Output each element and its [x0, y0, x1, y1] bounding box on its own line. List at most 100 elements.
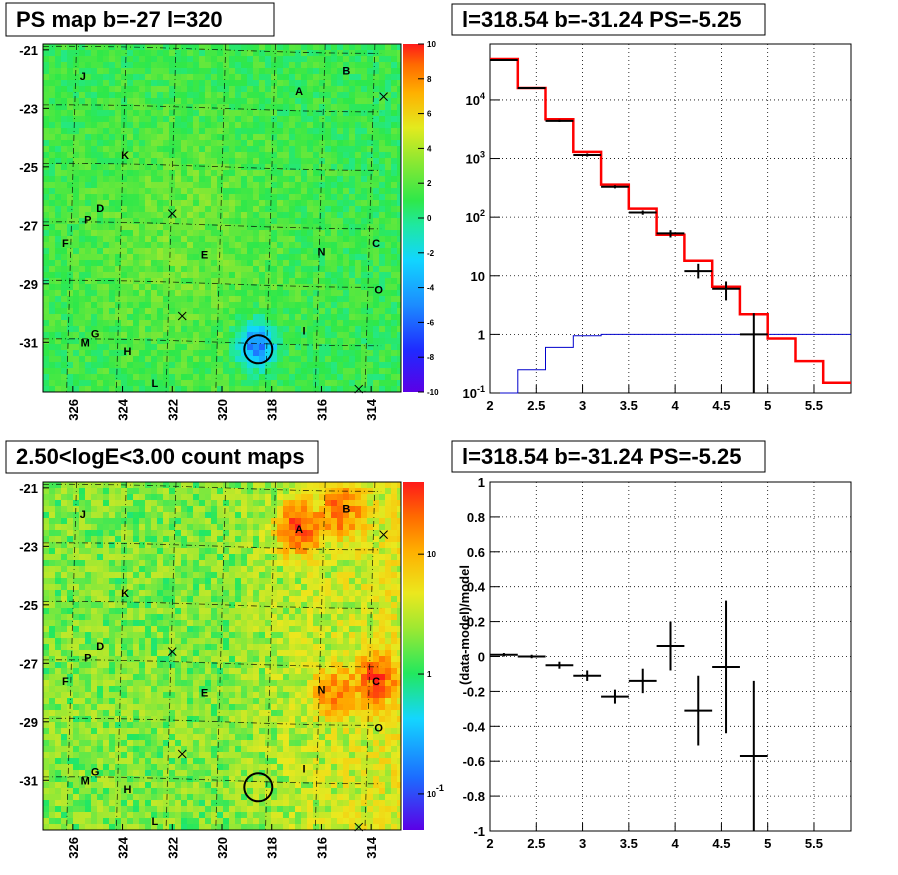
ps-pixel: [157, 302, 163, 308]
count-pixel: [301, 482, 307, 488]
ps-pixel: [139, 284, 145, 290]
count-pixel: [301, 506, 307, 512]
count-pixel: [55, 518, 61, 524]
ps-pixel: [259, 248, 265, 254]
ps-pixel: [175, 56, 181, 62]
ps-pixel: [295, 266, 301, 272]
ps-pixel: [211, 386, 217, 392]
count-pixel: [49, 542, 55, 548]
count-pixel: [121, 590, 127, 596]
count-pixel: [217, 548, 223, 554]
ps-pixel: [163, 368, 169, 374]
count-pixel: [391, 566, 397, 572]
ps-pixel: [373, 68, 379, 74]
count-pixel: [139, 524, 145, 530]
count-pixel: [73, 560, 79, 566]
count-pixel: [193, 506, 199, 512]
count-pixel: [217, 566, 223, 572]
ps-pixel: [265, 332, 271, 338]
ps-pixel: [259, 302, 265, 308]
count-pixel: [265, 572, 271, 578]
count-pixel: [361, 566, 367, 572]
count-pixel: [151, 608, 157, 614]
ps-pixel: [337, 254, 343, 260]
ps-pixel: [361, 74, 367, 80]
ps-pixel: [265, 56, 271, 62]
count-pixel: [199, 536, 205, 542]
ps-pixel: [55, 164, 61, 170]
ps-pixel: [319, 326, 325, 332]
count-pixel: [151, 536, 157, 542]
ps-pixel: [241, 182, 247, 188]
ps-pixel: [145, 98, 151, 104]
ps-pixel: [337, 362, 343, 368]
ps-pixel: [109, 350, 115, 356]
ps-pixel: [289, 260, 295, 266]
count-pixel: [163, 554, 169, 560]
ps-pixel: [211, 242, 217, 248]
ps-pixel: [241, 140, 247, 146]
ps-pixel: [319, 368, 325, 374]
ps-pixel: [277, 332, 283, 338]
ps-pixel: [223, 230, 229, 236]
count-pixel: [79, 614, 85, 620]
count-pixel: [379, 524, 385, 530]
count-pixel: [175, 530, 181, 536]
ps-pixel: [241, 206, 247, 212]
count-pixel: [43, 512, 49, 518]
ps-pixel: [313, 104, 319, 110]
count-pixel: [91, 560, 97, 566]
ps-pixel: [151, 344, 157, 350]
ps-pixel: [205, 176, 211, 182]
count-pixel: [49, 518, 55, 524]
ps-pixel: [73, 224, 79, 230]
ps-pixel: [277, 200, 283, 206]
ps-pixel: [127, 68, 133, 74]
ps-pixel: [67, 356, 73, 362]
ps-pixel: [337, 164, 343, 170]
ps-pixel: [121, 92, 127, 98]
ps-pixel: [283, 44, 289, 50]
ps-pixel: [319, 116, 325, 122]
count-pixel: [253, 572, 259, 578]
ps-pixel: [247, 122, 253, 128]
ps-pixel: [181, 236, 187, 242]
ps-pixel: [295, 122, 301, 128]
ps-pixel: [211, 302, 217, 308]
count-pixel: [127, 584, 133, 590]
ps-pixel: [259, 308, 265, 314]
count-pixel: [187, 512, 193, 518]
ps-pixel: [247, 380, 253, 386]
ps-pixel: [265, 200, 271, 206]
ps-pixel: [151, 230, 157, 236]
ps-pixel: [277, 68, 283, 74]
count-pixel: [307, 572, 313, 578]
ps-pixel: [325, 110, 331, 116]
ps-pixel: [367, 362, 373, 368]
count-pixel: [361, 542, 367, 548]
ps-pixel: [313, 44, 319, 50]
ps-pixel: [163, 320, 169, 326]
count-pixel: [343, 500, 349, 506]
ps-pixel: [73, 170, 79, 176]
ps-pixel: [349, 74, 355, 80]
count-pixel: [67, 560, 73, 566]
ps-pixel: [247, 86, 253, 92]
ps-pixel: [373, 188, 379, 194]
ps-pixel: [187, 290, 193, 296]
count-pixel: [121, 506, 127, 512]
ps-pixel: [103, 332, 109, 338]
ps-pixel: [121, 62, 127, 68]
ps-pixel: [133, 200, 139, 206]
count-pixel: [121, 500, 127, 506]
count-pixel: [367, 554, 373, 560]
ps-pixel: [361, 230, 367, 236]
ps-pixel: [373, 110, 379, 116]
ps-pixel: [73, 104, 79, 110]
count-pixel: [253, 596, 259, 602]
ps-pixel: [109, 386, 115, 392]
ps-pixel: [157, 314, 163, 320]
ps-pixel: [373, 326, 379, 332]
count-pixel: [91, 578, 97, 584]
ps-pixel: [253, 104, 259, 110]
